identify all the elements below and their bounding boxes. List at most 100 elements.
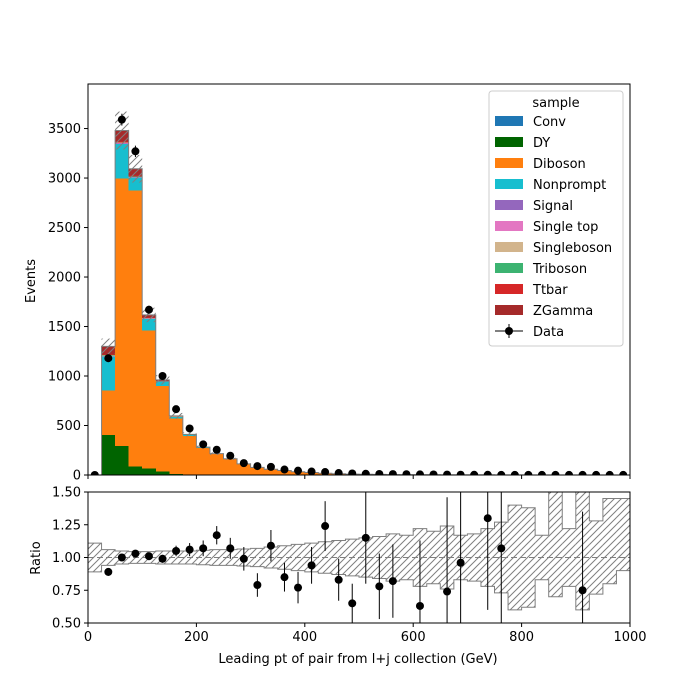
legend-entry: DY bbox=[533, 136, 550, 151]
ratio-point bbox=[239, 554, 248, 563]
ratio-point bbox=[117, 553, 126, 562]
legend-swatch bbox=[495, 242, 523, 252]
ratio-y-tick-label: 1.25 bbox=[52, 518, 81, 533]
data-point bbox=[578, 470, 587, 475]
bar-diboson bbox=[142, 330, 156, 469]
legend-swatch bbox=[495, 158, 523, 168]
ratio-point bbox=[253, 581, 262, 590]
data-point bbox=[551, 470, 560, 475]
band-upper-edge bbox=[88, 492, 630, 553]
data-point bbox=[294, 466, 303, 475]
x-tick-label: 400 bbox=[292, 630, 317, 645]
data-point bbox=[226, 451, 235, 460]
data-point bbox=[321, 468, 330, 475]
data-point bbox=[172, 405, 181, 414]
data-point bbox=[212, 445, 221, 454]
ratio-point bbox=[375, 582, 384, 591]
legend-entry: Conv bbox=[533, 115, 566, 130]
bar-diboson bbox=[169, 418, 183, 474]
bar-diboson bbox=[223, 459, 238, 475]
data-point bbox=[348, 469, 357, 475]
bar-nonprompt bbox=[101, 356, 116, 391]
ratio-point bbox=[415, 601, 424, 610]
legend-swatch bbox=[495, 263, 523, 273]
ratio-point bbox=[483, 514, 492, 523]
data-point bbox=[253, 462, 262, 471]
data-point bbox=[144, 305, 153, 314]
ratio-uncertainty-band bbox=[277, 545, 292, 570]
main-plot-area bbox=[88, 111, 630, 475]
data-point bbox=[497, 470, 506, 475]
legend-swatch bbox=[495, 137, 523, 147]
y-tick-label: 2000 bbox=[48, 271, 81, 286]
ratio-point bbox=[361, 533, 370, 542]
data-point bbox=[239, 459, 248, 468]
bar-diboson bbox=[264, 469, 278, 475]
legend-entry: ZGamma bbox=[533, 304, 593, 319]
ratio-point bbox=[294, 583, 303, 592]
legend: sample Conv DY Diboson Nonprompt Signal Single… bbox=[488, 90, 624, 347]
data-point bbox=[592, 470, 601, 475]
main-plot: 0 500 1000 1500 2000 2500 3000 3500 bbox=[48, 83, 631, 484]
data-point bbox=[199, 440, 208, 449]
legend-data-marker bbox=[505, 327, 513, 335]
ratio-point bbox=[443, 587, 452, 596]
data-point bbox=[117, 115, 126, 124]
ratio-point bbox=[388, 577, 397, 586]
ratio-point bbox=[172, 546, 181, 555]
bar-diboson bbox=[128, 190, 143, 467]
data-point bbox=[483, 470, 492, 475]
legend-entry: Single top bbox=[533, 220, 598, 235]
x-axis-label: Leading pt of pair from l+j collection (… bbox=[218, 652, 497, 667]
data-point bbox=[388, 470, 397, 475]
y-tick-label: 0 bbox=[73, 469, 81, 484]
x-tick-label: 200 bbox=[184, 630, 209, 645]
bar-diboson bbox=[101, 390, 116, 435]
ratio-point bbox=[104, 567, 113, 576]
ratio-y-tick-label: 0.75 bbox=[52, 584, 81, 599]
band-lower-edge bbox=[88, 562, 630, 611]
legend-entry: Ttbar bbox=[532, 283, 568, 298]
ratio-point bbox=[456, 558, 465, 567]
ratio-uncertainty-band bbox=[169, 550, 183, 565]
ratio-point bbox=[578, 586, 587, 595]
legend-entry: Triboson bbox=[532, 262, 587, 277]
y-tick-label: 3000 bbox=[48, 172, 81, 187]
ratio-y-tick-label: 1.00 bbox=[52, 551, 81, 566]
legend-entry: Data bbox=[533, 325, 564, 340]
ratio-plot: 0.50 0.75 1.00 1.25 1.50 0 200 400 600 800 1000 bbox=[52, 486, 647, 646]
bar-dy bbox=[142, 468, 156, 475]
data-point bbox=[131, 147, 140, 156]
legend-swatch bbox=[495, 200, 523, 210]
ratio-point bbox=[280, 573, 289, 582]
legend-entry: Signal bbox=[533, 199, 573, 214]
legend-entry: Singleboson bbox=[533, 241, 612, 256]
bar-dy bbox=[115, 445, 129, 475]
ratio-point bbox=[321, 522, 330, 531]
bar-diboson bbox=[237, 464, 251, 475]
data-point bbox=[415, 470, 424, 475]
data-point bbox=[524, 470, 533, 475]
ratio-point bbox=[497, 544, 506, 553]
ratio-point bbox=[266, 541, 275, 550]
legend-entry: Diboson bbox=[533, 157, 586, 172]
ratio-point bbox=[212, 531, 221, 540]
ratio-y-tick-label: 1.50 bbox=[52, 486, 81, 501]
bar-diboson bbox=[115, 178, 129, 446]
ratio-uncertainty-band bbox=[602, 498, 617, 584]
data-point bbox=[456, 470, 465, 475]
bar-diboson bbox=[196, 447, 210, 475]
legend-box bbox=[488, 90, 624, 347]
legend-swatch bbox=[495, 305, 523, 315]
legend-swatch bbox=[495, 116, 523, 126]
data-point bbox=[375, 470, 384, 475]
ratio-y-axis-label: Ratio bbox=[29, 541, 44, 574]
legend-swatch bbox=[495, 179, 523, 189]
ratio-uncertainty-band bbox=[196, 550, 210, 565]
ratio-point bbox=[348, 599, 357, 608]
ratio-uncertainty-band bbox=[548, 492, 563, 597]
data-point bbox=[402, 470, 411, 475]
x-tick-label: 0 bbox=[84, 630, 92, 645]
legend-entry: Nonprompt bbox=[533, 178, 606, 193]
bar-dy bbox=[155, 471, 170, 475]
